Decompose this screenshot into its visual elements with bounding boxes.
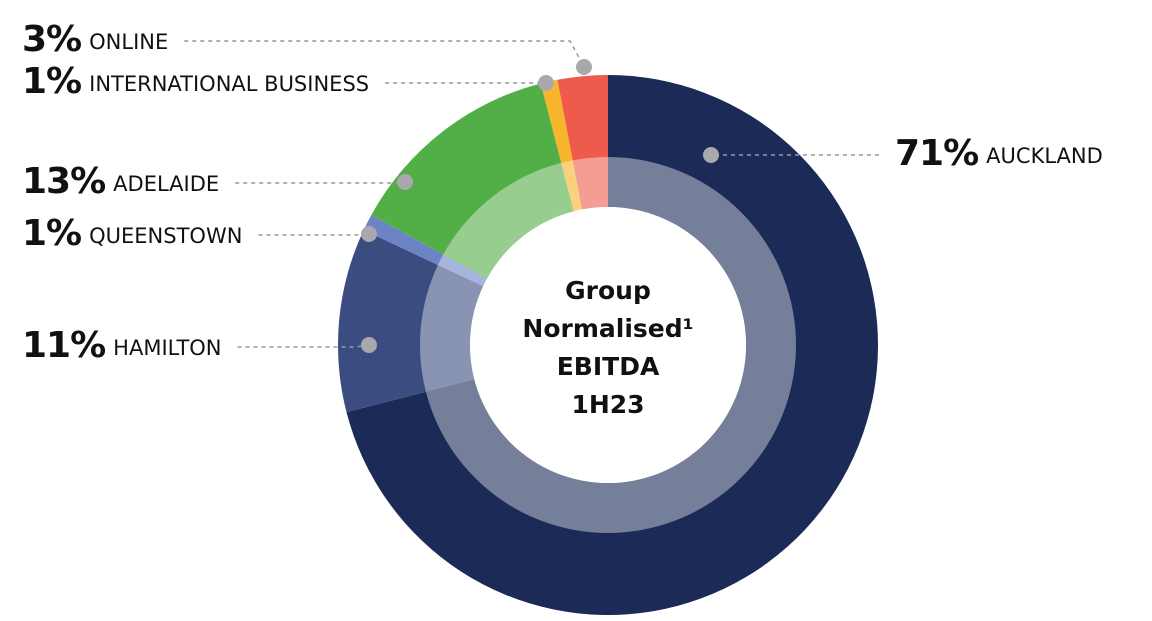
slice [371, 83, 574, 279]
slice [346, 75, 878, 615]
hole [470, 207, 746, 483]
center-text: Normalised¹ [522, 314, 693, 343]
category-label: QUEENSTOWN [89, 224, 242, 248]
slice [557, 75, 608, 210]
leader-dot [538, 75, 554, 91]
labels: Group Normalised¹ EBITDA 1H23 71% AUCKLAND 11%… [22, 19, 1103, 419]
category-label: INTERNATIONAL BUSINESS [89, 72, 369, 96]
value-label: 11% [22, 325, 105, 366]
leader-dot [361, 226, 377, 242]
slice-inner [572, 157, 608, 210]
center-text: 1H23 [571, 390, 644, 419]
category-label: HAMILTON [113, 336, 221, 360]
slice-inner [437, 254, 488, 287]
leader-dot [703, 147, 719, 163]
leader-dot [361, 337, 377, 353]
leader-dot [576, 59, 592, 75]
value-label: 13% [22, 161, 105, 202]
leader-line [258, 233, 370, 236]
slice [540, 79, 583, 212]
donut [337, 75, 878, 615]
slice-inner [561, 160, 583, 212]
value-label: 3% [22, 19, 81, 60]
value-label: 1% [22, 213, 81, 254]
category-label: ONLINE [89, 30, 168, 54]
slice-inner [420, 264, 484, 392]
value-label: 71% [895, 133, 978, 174]
leader-dot [397, 174, 413, 190]
leader-line [184, 40, 585, 68]
value-label: 1% [22, 61, 81, 102]
slice [363, 214, 488, 287]
category-label: ADELAIDE [113, 172, 219, 196]
leader-line [235, 181, 406, 184]
center-text: Group [565, 276, 651, 305]
slice-inner [443, 162, 574, 279]
category-label: AUCKLAND [986, 144, 1103, 168]
slice [337, 230, 484, 413]
center-text: EBITDA [557, 352, 660, 381]
